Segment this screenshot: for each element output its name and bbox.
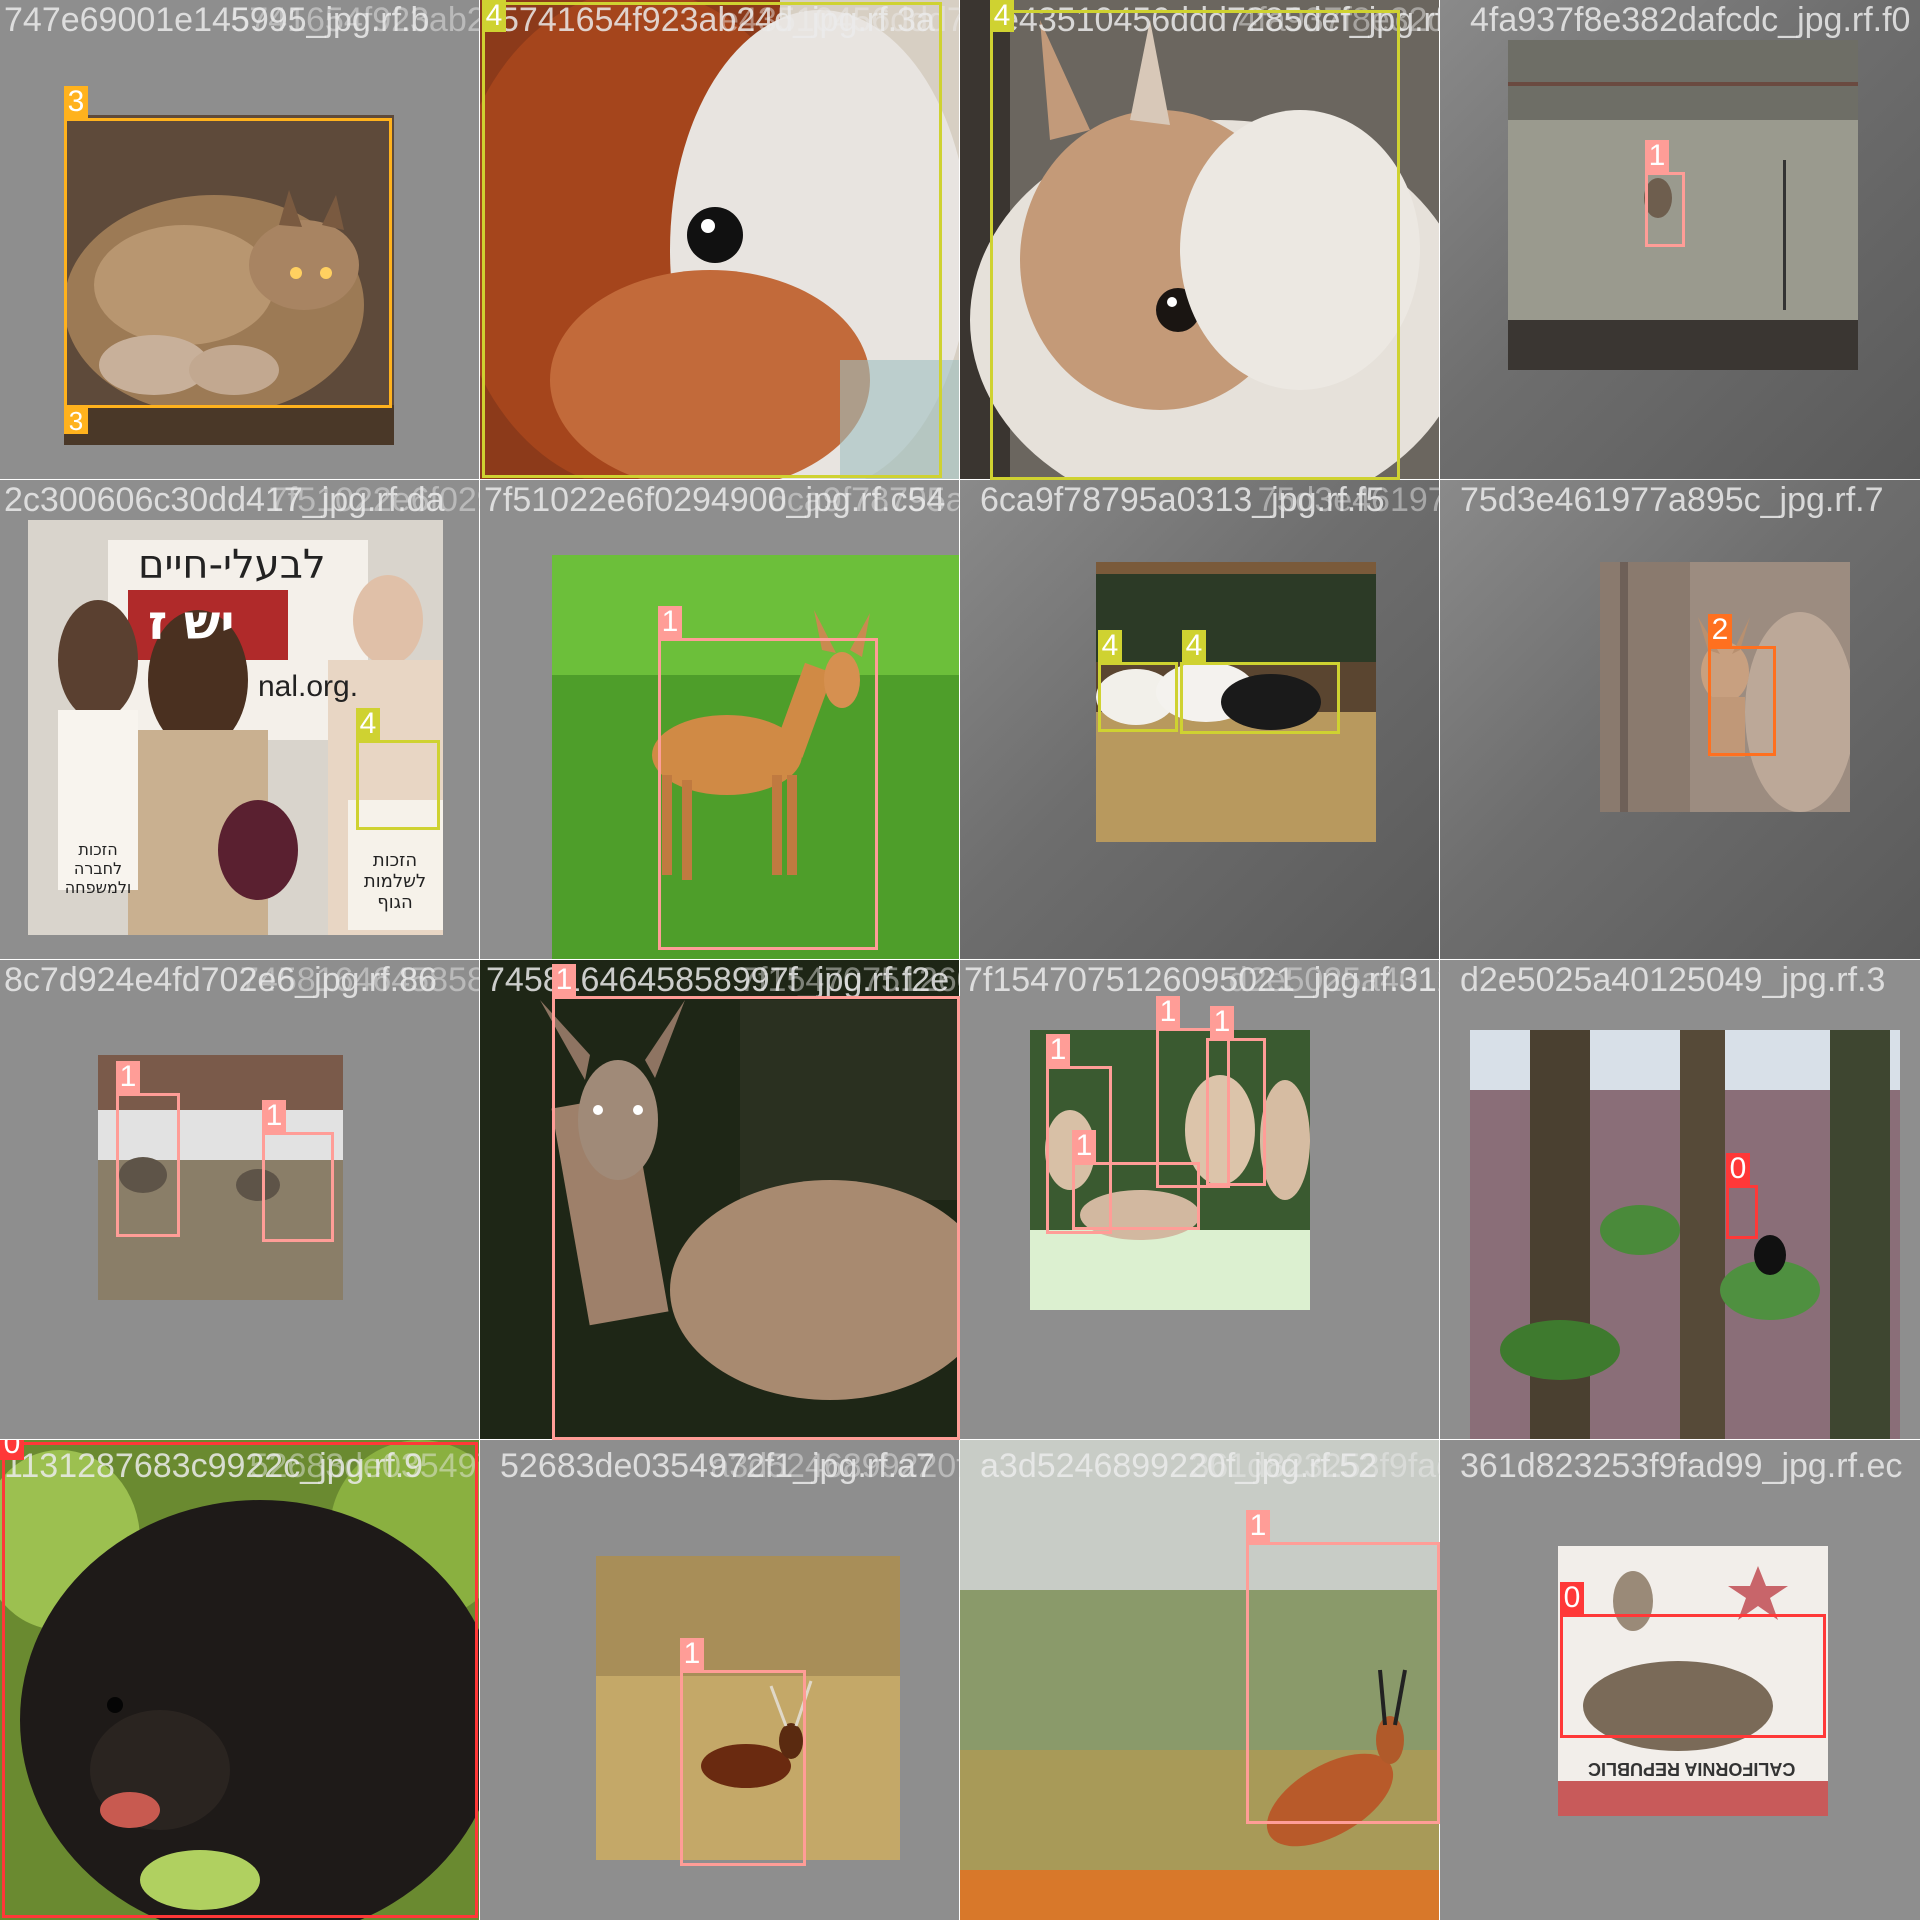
box-deer-3: [1156, 1028, 1230, 1188]
tile-13[interactable]: 0 1131287683c9922c_jpg.rf.9 52683de03549…: [0, 1439, 481, 1920]
filename: 52683de0354972f1_jpg.rf.a7: [500, 1447, 935, 1485]
bear-closeup-icon: [0, 1440, 480, 1920]
box-guinea-pig: [482, 2, 942, 478]
box-label: 1: [1246, 1510, 1270, 1542]
box-label: 4: [482, 0, 506, 32]
filename: 4fa937f8e382dafcdc_jpg.rf.f0: [1470, 1, 1911, 39]
filename: d2e5025a40125049_jpg.rf.3: [1460, 961, 1886, 999]
tile-3[interactable]: 4 e43510456ddd7285def_jpg.rf.fc 4fa937f8…: [959, 0, 1441, 481]
filename-overlap: a3d5246899220f: [710, 1447, 960, 1485]
box-label: 3: [64, 86, 88, 118]
tile-9[interactable]: 1 1 8c7d924e4fd702e6_jpg.rf.86 745816464…: [0, 959, 481, 1441]
box-label: 1: [552, 964, 576, 996]
box-deer-1: [116, 1093, 180, 1237]
filename-overlap: 7458164645858997f_jpg.rf.f2: [240, 961, 480, 999]
box-stag: [680, 1670, 806, 1866]
box-label: 1: [1072, 1130, 1096, 1162]
box-label: 0: [1726, 1153, 1750, 1185]
banner-big-text: יש ז: [148, 595, 235, 651]
box-label: 1: [1156, 996, 1180, 1028]
filename: 6ca9f78795a0313_jpg.rf.f5: [980, 481, 1385, 519]
box-deer-2: [262, 1132, 334, 1242]
tile-11[interactable]: 1 1 1 1 7f1547075126095021_jpg.rf.31 d2e…: [959, 959, 1441, 1441]
sign-left: הזכות לחברה ולמשפחה: [64, 840, 132, 897]
box-fox: [1708, 646, 1776, 756]
tile-2[interactable]: 4 5741654f923ab24d_jpg.rf.3a e43510456dd…: [479, 0, 961, 481]
lynx-icon: [64, 115, 394, 445]
box-label: 1: [680, 1638, 704, 1670]
tile-15[interactable]: 1 a3d5246899220f_jpg.rf.52 361d823253f9f…: [959, 1439, 1441, 1920]
filename: 361d823253f9fad99_jpg.rf.ec: [1460, 1447, 1903, 1485]
box-rabbit-sign: [356, 740, 440, 830]
box-deer: [1645, 172, 1685, 247]
impala-icon: [960, 1440, 1440, 1920]
mule-deer-icon: [98, 1055, 343, 1300]
box-label: 1: [116, 1061, 140, 1093]
box-label: 1: [658, 606, 682, 638]
rabbit-icon: [960, 0, 1440, 480]
tile-14[interactable]: 1 52683de0354972f1_jpg.rf.a7 a3d52468992…: [479, 1439, 961, 1920]
flag-text: CALIFORNIA REPUBLIC: [1588, 1759, 1796, 1779]
box-bear: [1726, 1185, 1758, 1239]
box-rabbit: [990, 10, 1400, 480]
tile-1[interactable]: 3 3 747e69001e145995_jpg.rf.b 5741654f92…: [0, 0, 481, 481]
box-label: 1: [1046, 1034, 1070, 1066]
guinea-pig-icon: [480, 0, 960, 480]
filename: 8c7d924e4fd702e6_jpg.rf.86: [4, 961, 437, 999]
forest-bear-icon: [1470, 1030, 1900, 1440]
tile-10[interactable]: 1 7458164645858997f_jpg.rf.f2e 7f1547075…: [479, 959, 961, 1441]
box-lynx: [64, 118, 392, 408]
filename-overlap: 6ca9f78795a0313: [768, 481, 960, 519]
box-label: 1: [1210, 1006, 1234, 1038]
tile-12[interactable]: 0 d2e5025a40125049_jpg.rf.3: [1439, 959, 1920, 1441]
filename: 75d3e461977a895c_jpg.rf.7: [1460, 481, 1884, 519]
fawn-icon: [552, 555, 960, 960]
filename: 2c300606c30dd417_jpg.rf.da: [4, 481, 445, 519]
box-label: 0: [1560, 1582, 1584, 1614]
box-impala: [1246, 1542, 1440, 1824]
banner-text: לבעלי-חיים: [138, 542, 326, 588]
box-label: 4: [1182, 630, 1206, 662]
doe-night-icon: [480, 960, 960, 1440]
tile-6[interactable]: 1 7f51022e6f0294900_jpg.rf.c54 6ca9f7879…: [479, 479, 961, 961]
box-label: 2: [1708, 614, 1732, 646]
box-fawn: [658, 638, 878, 950]
protest-icon: לבעלי-חיים יש ז nal.org. הזכות לחברה ולמ…: [28, 520, 443, 935]
box-label: 4: [990, 0, 1014, 32]
filename-overlap: 5741654f923ab24d_jpg.rf.3a: [230, 1, 480, 39]
tile-4[interactable]: 1 4fa937f8e382dafcdc_jpg.rf.f0: [1439, 0, 1920, 481]
box-rabbit-1: [1098, 662, 1178, 732]
box-bear: [2, 1442, 478, 1918]
filename-overlap: d2e5025a40125049: [1228, 961, 1440, 999]
box-label: 1: [1645, 140, 1669, 172]
box-label: 0: [0, 1440, 24, 1460]
filename: 7f1547075126095021_jpg.rf.31: [964, 961, 1437, 999]
filename: 747e69001e145995_jpg.rf.b: [4, 1, 430, 39]
tile-5[interactable]: לבעלי-חיים יש ז nal.org. הזכות לחברה ולמ…: [0, 479, 481, 961]
box-flag-bear: [1560, 1614, 1826, 1738]
stag-grass-icon: [596, 1556, 900, 1860]
box-rabbit-2: [1180, 662, 1340, 734]
filename: 7f51022e6f0294900_jpg.rf.c54: [484, 481, 946, 519]
tile-7[interactable]: 4 4 6ca9f78795a0313_jpg.rf.f5 75d3e46197…: [959, 479, 1441, 961]
tile-16[interactable]: CALIFORNIA REPUBLIC 0 361d823253f9fad99_…: [1439, 1439, 1920, 1920]
filename-overlap: 75d3e461977a895c: [1257, 481, 1440, 519]
box-label: 4: [356, 708, 380, 740]
banner-url: nal.org.: [258, 670, 359, 703]
box-deer-4: [1206, 1038, 1266, 1186]
filename-overlap: 7f51022e6f0294900_jpg.rf.c5: [268, 481, 480, 519]
box-doe: [552, 996, 960, 1440]
flag-bear-icon: CALIFORNIA REPUBLIC: [1558, 1546, 1828, 1816]
box-label: 1: [262, 1100, 286, 1132]
box-label-low: 3: [64, 408, 88, 434]
box-deer-1: [1046, 1066, 1112, 1234]
box-deer-2: [1072, 1162, 1200, 1230]
sign-right: הזכות לשלמות הגוף: [363, 850, 427, 913]
box-label: 4: [1098, 630, 1122, 662]
fox-icon: [1600, 562, 1850, 812]
tile-8[interactable]: 2 75d3e461977a895c_jpg.rf.7: [1439, 479, 1920, 961]
